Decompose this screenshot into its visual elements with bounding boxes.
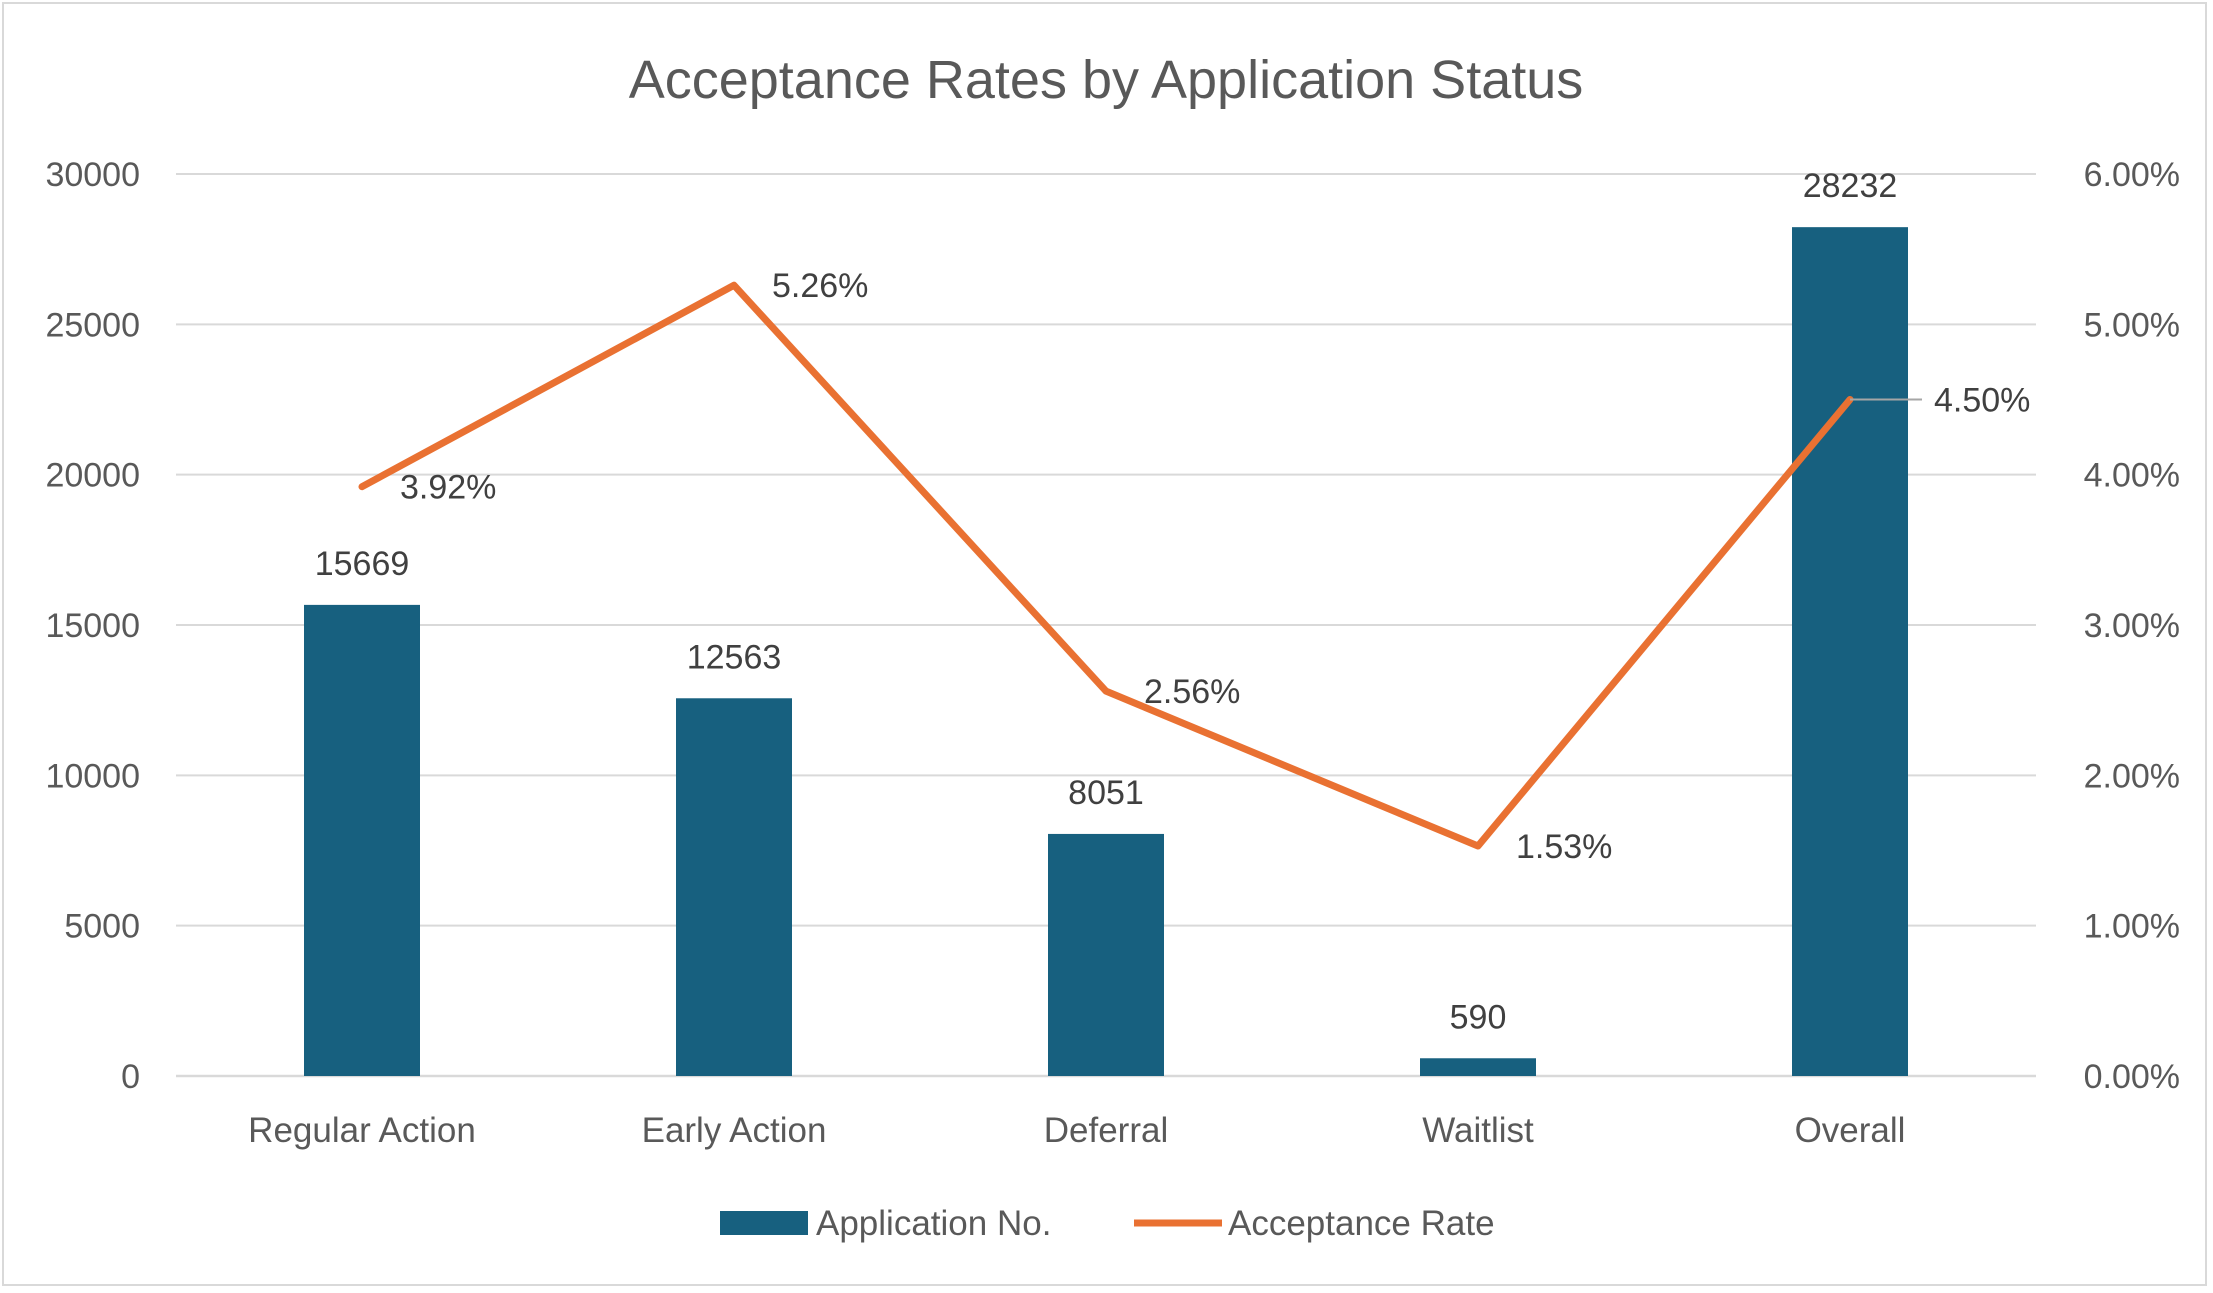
left-axis-tick-label: 30000 <box>45 156 140 194</box>
left-axis-tick-label: 0 <box>121 1058 140 1096</box>
line-data-label: 3.92% <box>400 469 496 507</box>
bar <box>1792 227 1908 1077</box>
chart-title: Acceptance Rates by Application Status <box>629 50 1584 110</box>
line-data-label: 2.56% <box>1144 673 1240 711</box>
category-label: Deferral <box>1044 1111 1168 1150</box>
bar-data-label: 15669 <box>315 545 410 583</box>
legend-swatch-application-no <box>720 1211 808 1235</box>
left-axis-tick-label: 25000 <box>45 306 140 344</box>
left-axis-tick-label: 5000 <box>64 908 140 946</box>
category-label: Waitlist <box>1422 1111 1534 1150</box>
right-axis-tick-label: 2.00% <box>2084 757 2180 795</box>
bar-data-label: 12563 <box>687 638 782 676</box>
left-axis-tick-label: 15000 <box>45 607 140 645</box>
bar-data-label: 28232 <box>1803 167 1898 205</box>
right-axis-tick-label: 4.00% <box>2084 457 2180 495</box>
left-axis-tick-label: 20000 <box>45 457 140 495</box>
line-data-label: 4.50% <box>1934 382 2030 420</box>
right-axis-tick-label: 6.00% <box>2084 156 2180 194</box>
right-axis-tick-label: 3.00% <box>2084 607 2180 645</box>
legend: Application No. Acceptance Rate <box>720 1204 1495 1243</box>
line-data-label: 5.26% <box>772 267 868 305</box>
right-axis-tick-label: 0.00% <box>2084 1058 2180 1096</box>
combo-chart: Acceptance Rates by Application Status 0… <box>45 50 2180 1243</box>
category-label: Regular Action <box>248 1111 476 1150</box>
legend-label-acceptance-rate: Acceptance Rate <box>1228 1204 1495 1243</box>
line-data-label: 1.53% <box>1516 828 1612 866</box>
line-series <box>358 281 1854 850</box>
right-axis-tick-label: 1.00% <box>2084 908 2180 946</box>
bar-data-label: 8051 <box>1068 774 1144 812</box>
bar <box>676 698 792 1076</box>
bar-series <box>304 227 1908 1077</box>
gridlines <box>176 173 2036 1078</box>
legend-label-application-no: Application No. <box>816 1204 1051 1243</box>
data-labels: 15669 12563 8051 590 28232 3.92% 5.26% 2.56% 1.5… <box>315 167 2031 1036</box>
bar-data-label: 590 <box>1450 998 1507 1036</box>
bar <box>1048 833 1164 1076</box>
bar <box>1420 1058 1536 1076</box>
left-axis: 0 5000 10000 15000 20000 25000 30000 <box>45 156 140 1096</box>
line-path <box>358 281 1854 850</box>
left-axis-tick-label: 10000 <box>45 757 140 795</box>
right-axis-tick-label: 5.00% <box>2084 306 2180 344</box>
category-axis: Regular Action Early Action Deferral Waitli… <box>248 1111 1905 1150</box>
category-label: Early Action <box>642 1111 827 1150</box>
right-axis: 0.00% 1.00% 2.00% 3.00% 4.00% 5.00% 6.00% <box>2084 156 2180 1096</box>
category-label: Overall <box>1795 1111 1906 1150</box>
bar <box>304 604 420 1076</box>
